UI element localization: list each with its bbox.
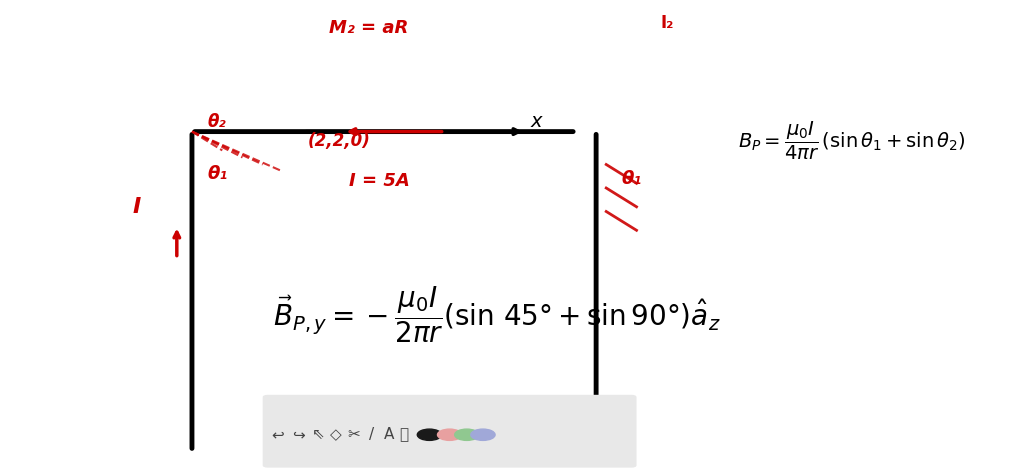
Text: θ₁: θ₁ [622,170,642,188]
Text: I₂: I₂ [660,14,674,32]
Text: ↩: ↩ [271,427,285,442]
Text: x: x [530,112,542,131]
Text: $\vec{B}_{P,y} = -\dfrac{\mu_0 I}{2\pi r}\left(\sin\,45°+\sin 90°\right)\hat{a}_: $\vec{B}_{P,y} = -\dfrac{\mu_0 I}{2\pi r… [272,284,721,345]
Text: θ₁: θ₁ [207,165,227,183]
Text: M₂ = aR: M₂ = aR [329,19,409,37]
Circle shape [455,429,479,440]
Circle shape [437,429,462,440]
Text: I = 5A: I = 5A [348,172,410,189]
Text: ◇: ◇ [330,427,341,442]
Text: (2,2,0): (2,2,0) [308,132,371,150]
Text: 🖼: 🖼 [399,427,409,442]
Text: ↪: ↪ [292,427,304,442]
Text: ✂: ✂ [347,427,360,442]
Text: ⇖: ⇖ [312,427,325,442]
Circle shape [471,429,495,440]
Circle shape [418,429,441,440]
FancyBboxPatch shape [263,395,637,468]
Text: I: I [132,197,140,217]
Text: A: A [384,427,394,442]
Text: θ₂: θ₂ [208,113,226,131]
Text: $B_P = \dfrac{\mu_0 I}{4\pi r}\,(\sin\theta_1 + \sin\theta_2)$: $B_P = \dfrac{\mu_0 I}{4\pi r}\,(\sin\th… [737,120,966,162]
Text: /: / [370,427,375,442]
